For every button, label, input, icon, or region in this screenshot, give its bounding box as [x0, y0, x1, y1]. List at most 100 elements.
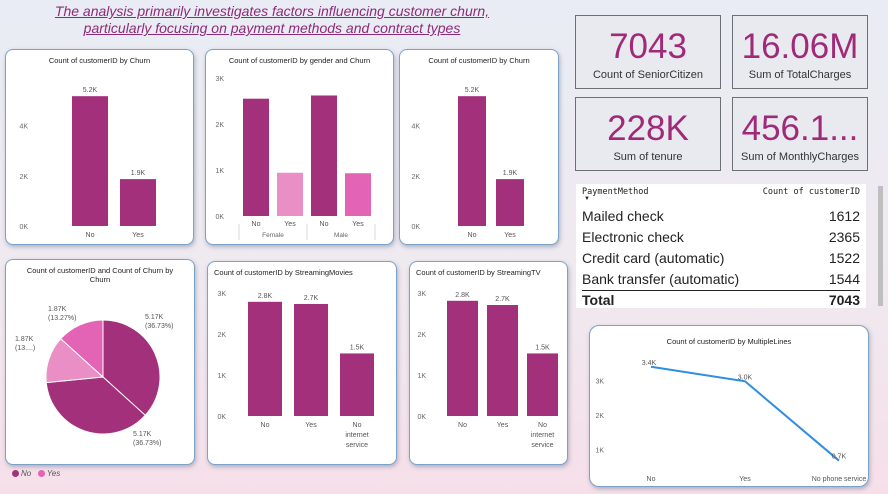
- data-label: 2.8K: [455, 292, 470, 299]
- bar: [311, 95, 337, 216]
- chart-card-multiple-lines[interactable]: Count of customerID by MultipleLines 1K 2…: [589, 325, 869, 487]
- kpi-total-charges[interactable]: 16.06M Sum of TotalCharges: [732, 15, 868, 89]
- chart-title: Count of customerID by gender and Churn: [228, 56, 371, 65]
- bar: [120, 179, 156, 226]
- x-tick-label: No: [647, 476, 656, 483]
- table-row[interactable]: Mailed check 1612: [582, 208, 860, 229]
- y-tick-label: 4K: [411, 124, 420, 131]
- chart-card-gender[interactable]: Count of customerID by gender and Churn …: [205, 49, 394, 245]
- chart-tv: 0K 1K 2K 3K 2.8K No 2.7K Yes 1.5K No internet servi…: [417, 291, 558, 449]
- sort-arrow-icon[interactable]: ▼: [584, 196, 590, 202]
- column-header-payment-method[interactable]: PaymentMethod: [582, 187, 649, 197]
- y-tick-label: 3K: [217, 291, 226, 298]
- bar: [458, 96, 486, 226]
- x-tick-label: Yes: [132, 232, 144, 239]
- chart-pie: 5.17K (36.73%) 5.17K (36.73%) 1.87K (13.27%) 1…: [15, 306, 173, 447]
- cell-count: 2365: [828, 229, 860, 245]
- pie-label: 5.17K: [145, 314, 164, 321]
- legend-item-no[interactable]: No: [12, 469, 31, 478]
- data-label: 5.2K: [465, 87, 480, 94]
- pie-slice: [60, 319, 104, 379]
- group-label: Male: [334, 232, 348, 239]
- y-tick-label: 1K: [595, 448, 604, 455]
- chart-title: Count of customerID by Churn: [48, 56, 151, 65]
- table-total-row: Total 7043: [582, 290, 860, 313]
- page-title-line-1: The analysis primarily investigates fact…: [54, 3, 490, 19]
- page-title-line-2: particularly focusing on payment methods…: [83, 20, 461, 36]
- data-label: 1.9K: [131, 170, 146, 177]
- column-header-count[interactable]: Count of customerID: [762, 187, 860, 197]
- data-label: 1.5K: [535, 344, 550, 351]
- table-header: PaymentMethod Count of customerID: [582, 187, 860, 197]
- pie-label: 5.17K: [133, 431, 152, 438]
- x-tick-label: Yes: [305, 422, 317, 429]
- legend-dot-yes: [37, 470, 45, 478]
- chart-card-movies[interactable]: Count of customerID by StreamingMovies 0…: [207, 261, 397, 465]
- x-tick-label: internet: [345, 432, 368, 439]
- pie-legend: No Yes: [12, 469, 60, 478]
- x-tick-label: Yes: [284, 221, 296, 228]
- data-label: 2.7K: [304, 295, 319, 302]
- data-label: 1.9K: [503, 170, 518, 177]
- bar: [487, 305, 518, 416]
- kpi-monthly-charges[interactable]: 456.1... Sum of MonthlyCharges: [732, 97, 868, 171]
- legend-item-yes[interactable]: Yes: [37, 469, 61, 478]
- pie-slice: [45, 376, 146, 435]
- chart-title: Count of customerID by Churn: [428, 56, 530, 65]
- series-line: [650, 365, 840, 462]
- legend-label-no: No: [21, 469, 32, 478]
- y-tick-label: 0K: [19, 224, 28, 231]
- y-tick-label: 2K: [411, 174, 420, 181]
- y-tick-label: 2K: [595, 413, 604, 420]
- bar: [340, 353, 374, 416]
- table-scrollbar[interactable]: [878, 186, 883, 306]
- cell-method: Electronic check: [582, 229, 684, 245]
- payment-method-table[interactable]: PaymentMethod Count of customerID ▼ Mail…: [576, 184, 866, 308]
- kpi-value: 228K: [607, 109, 689, 148]
- chart-card-churn-1[interactable]: Count of customerID by Churn 0K 2K 4K 5.2K N…: [5, 49, 194, 245]
- chart-card-tv[interactable]: Count of customerID by StreamingTV 0K 1K 2…: [409, 261, 568, 465]
- chart-card-pie[interactable]: Count of customerID and Count of Churn b…: [5, 259, 195, 465]
- y-tick-label: 3K: [215, 76, 224, 83]
- bar: [243, 98, 269, 216]
- y-tick-label: 2K: [417, 332, 426, 339]
- y-tick-label: 1K: [217, 373, 226, 380]
- y-tick-label: 0K: [215, 214, 224, 221]
- bar: [72, 96, 108, 226]
- x-tick-label: No: [458, 422, 467, 429]
- x-tick-label: No phone service: [812, 476, 867, 483]
- cell-count: 1612: [828, 208, 860, 224]
- y-tick-label: 0K: [411, 224, 420, 231]
- x-tick-label: No: [468, 232, 477, 239]
- chart-movies: 0K 1K 2K 3K 2.8K No 2.7K Yes 1.5K No internet servi…: [217, 291, 374, 449]
- x-tick-label: Yes: [504, 232, 516, 239]
- y-tick-label: 2K: [217, 332, 226, 339]
- data-label: 5.2K: [83, 87, 98, 94]
- chart-title: Count of customerID by StreamingTV: [416, 268, 541, 277]
- legend-label-yes: Yes: [46, 469, 61, 478]
- pie-slice: [102, 319, 161, 416]
- y-tick-label: 0K: [217, 414, 226, 421]
- table-row[interactable]: Electronic check 2365: [582, 229, 860, 250]
- y-tick-label: 2K: [215, 122, 224, 129]
- kpi-senior-citizen[interactable]: 7043 Count of SeniorCitizen: [575, 15, 721, 89]
- cell-total-count: 7043: [828, 292, 860, 308]
- cell-count: 1544: [828, 271, 860, 287]
- table-row[interactable]: Credit card (automatic) 1522: [582, 250, 860, 271]
- y-tick-label: 0K: [417, 414, 426, 421]
- y-tick-label: 1K: [215, 168, 224, 175]
- chart-title: Count of customerID by StreamingMovies: [214, 268, 353, 277]
- kpi-label: Count of SeniorCitizen: [592, 69, 704, 81]
- chart-churn-2: 0K 2K 4K 5.2K No 1.9K Yes: [411, 87, 524, 239]
- legend-dot-no: [12, 470, 19, 478]
- bar: [447, 300, 478, 416]
- chart-card-churn-2[interactable]: Count of customerID by Churn 0K 2K 4K 5.2K N…: [399, 49, 559, 245]
- kpi-tenure[interactable]: 228K Sum of tenure: [575, 97, 721, 171]
- table-row[interactable]: Bank transfer (automatic) 1544: [582, 271, 860, 292]
- kpi-label: Sum of TotalCharges: [748, 69, 852, 81]
- chart-title: Count of customerID and Count of Churn b…: [6, 266, 194, 284]
- data-label: 2.7K: [495, 296, 510, 303]
- data-label: 3.4K: [642, 360, 657, 367]
- bar: [277, 172, 303, 216]
- page-title: The analysis primarily investigates fact…: [22, 3, 522, 37]
